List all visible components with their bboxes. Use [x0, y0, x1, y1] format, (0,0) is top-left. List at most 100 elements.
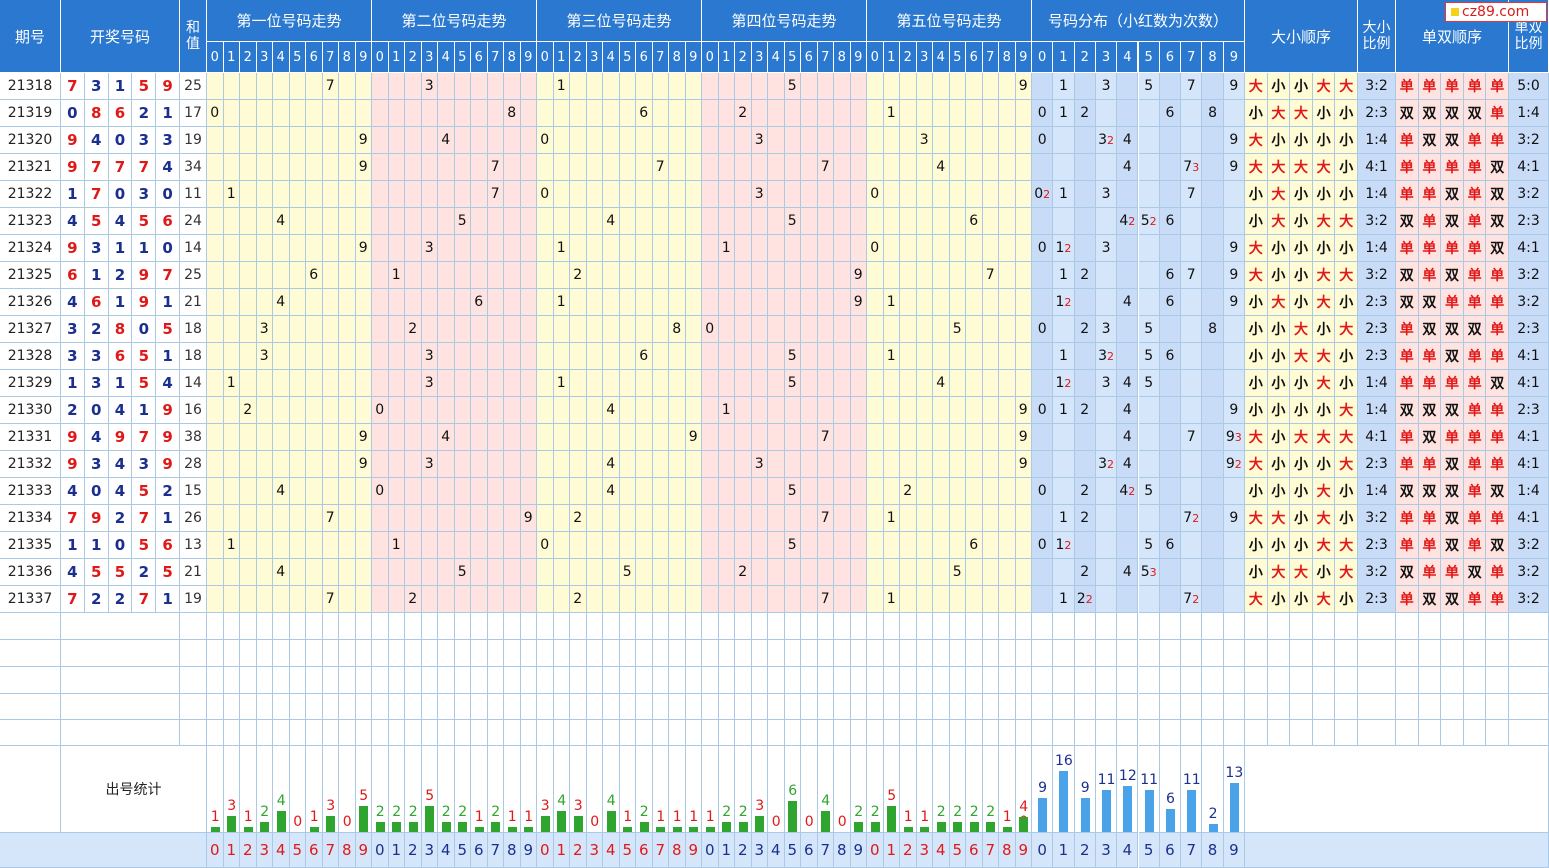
trend-cell	[669, 208, 686, 235]
trend-cell	[982, 343, 999, 370]
empty-cell	[834, 613, 851, 640]
bs-cell: 大	[1290, 100, 1313, 127]
trend-cell	[636, 451, 653, 478]
trend-cell	[603, 559, 620, 586]
draw-digit: 0	[108, 532, 133, 559]
stat-label: 3	[755, 798, 765, 815]
header-pos4-digit: 3	[751, 42, 768, 73]
trend-cell	[751, 478, 768, 505]
trend-cell	[454, 370, 471, 397]
distribution-hit: 6	[1159, 532, 1182, 559]
footer-digit: 9	[355, 833, 372, 868]
empty-cell	[1032, 720, 1054, 746]
distribution-hit: 5	[1138, 532, 1160, 559]
empty-cell	[982, 667, 999, 694]
trend-cell	[751, 262, 768, 289]
site-name: cz89.com	[1462, 4, 1530, 20]
distribution-digit: 1	[1058, 186, 1068, 202]
trend-cell	[537, 289, 554, 316]
empty-cell	[504, 613, 521, 640]
empty-cell	[768, 640, 785, 667]
stat-label: 1	[474, 808, 484, 825]
trend-cell	[355, 586, 372, 613]
distribution-cell	[1053, 154, 1075, 181]
draw-digit: 3	[132, 127, 157, 154]
trend-hit: 7	[652, 154, 669, 181]
trend-cell	[339, 532, 356, 559]
stats-blank	[1245, 746, 1549, 833]
trend-cell	[289, 181, 306, 208]
distribution-digit: 2	[1080, 267, 1090, 283]
empty-cell	[405, 694, 422, 720]
empty-cell	[669, 667, 686, 694]
empty-cell	[586, 667, 603, 694]
stats-cell	[867, 746, 884, 833]
empty-cell	[586, 720, 603, 746]
oe-cell: 双	[1441, 127, 1464, 154]
trend-cell	[685, 154, 702, 181]
distribution-digit: 9	[1229, 132, 1239, 148]
sum-cell: 11	[180, 181, 207, 208]
empty-cell	[372, 640, 389, 667]
trend-cell	[487, 208, 504, 235]
draw-digit: 5	[132, 208, 157, 235]
draw-digit: 2	[61, 397, 85, 424]
trend-cell	[504, 586, 521, 613]
distribution-digit: 1	[1058, 78, 1068, 94]
trend-cell	[240, 478, 257, 505]
empty-cell	[999, 694, 1016, 720]
trend-cell	[883, 478, 900, 505]
trend-cell	[207, 235, 224, 262]
trend-cell	[372, 586, 389, 613]
trend-cell	[603, 154, 620, 181]
distribution-cell	[1074, 181, 1096, 208]
trend-cell	[850, 370, 867, 397]
empty-cell	[1335, 613, 1358, 640]
oe-cell: 单	[1486, 343, 1509, 370]
empty-cell	[916, 720, 933, 746]
trend-cell	[751, 235, 768, 262]
bs-cell: 大	[1267, 559, 1291, 586]
trend-cell	[273, 235, 290, 262]
distribution-hit: 2	[1074, 559, 1096, 586]
bs-cell: 小	[1290, 235, 1313, 262]
draw-digit: 9	[61, 235, 85, 262]
trend-cell	[570, 424, 587, 451]
trend-cell	[372, 370, 389, 397]
oe-cell: 单	[1486, 100, 1509, 127]
stat-bar	[458, 821, 468, 832]
distribution-cell	[1032, 289, 1054, 316]
empty-cell	[1202, 640, 1224, 667]
stats-cell	[817, 746, 834, 833]
distribution-digit: 9	[1225, 456, 1235, 472]
empty-cell	[388, 694, 405, 720]
empty-cell	[207, 613, 224, 640]
distribution-digit: 1	[1058, 402, 1068, 418]
bs-cell: 小	[1267, 262, 1291, 289]
trend-cell	[636, 154, 653, 181]
trend-cell	[949, 73, 966, 100]
empty-cell	[61, 694, 180, 720]
trend-cell	[223, 127, 240, 154]
trend-cell	[636, 559, 653, 586]
trend-cell	[784, 316, 801, 343]
trend-cell	[817, 262, 834, 289]
draw-digit: 7	[132, 154, 157, 181]
footer-digit: 8	[339, 833, 356, 868]
bs-ratio-cell: 3:2	[1358, 505, 1396, 532]
site-watermark[interactable]: cz89.com	[1445, 2, 1547, 22]
trend-cell	[867, 73, 884, 100]
trend-cell	[388, 235, 405, 262]
trend-hit: 4	[273, 559, 290, 586]
oe-cell: 单	[1418, 451, 1442, 478]
trend-cell	[685, 478, 702, 505]
trend-cell	[751, 343, 768, 370]
distribution-digit: 3	[1101, 240, 1111, 256]
trend-cell	[603, 370, 620, 397]
distribution-cell	[1202, 586, 1224, 613]
empty-cell	[1396, 640, 1419, 667]
trend-cell	[718, 154, 735, 181]
distribution-cell	[1095, 586, 1118, 613]
trend-hit: 4	[933, 154, 950, 181]
